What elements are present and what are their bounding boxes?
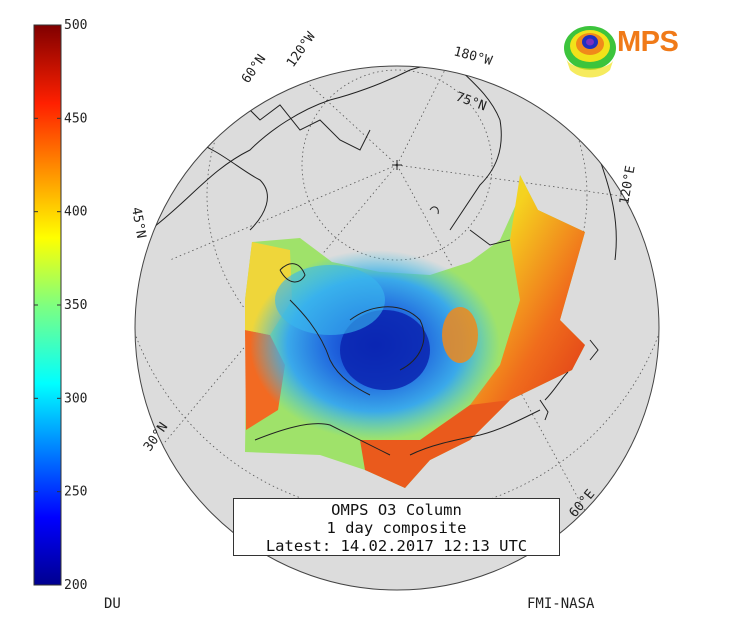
mps-logo-text: MPS [617,26,679,58]
colorbar: 500 450 400 350 300 250 200 [33,18,87,593]
coastlines [149,66,617,456]
map-globe: 60°N 120°W 180°W 75°N 120°E 45°N 30°N 60… [128,29,660,591]
colorbar-tick-label: 500 [64,18,87,33]
colorbar-tick-label: 200 [64,578,87,593]
unit-label: DU [104,596,121,612]
mps-logo-icon [564,26,616,78]
label-180w: 180°W [452,44,494,69]
credit-label: FMI-NASA [527,596,595,612]
label-45n: 45°N [128,206,148,239]
colorbar-tick-label: 400 [64,205,87,220]
colorbar-ramp [33,24,62,586]
title-line-composite: 1 day composite [326,519,467,537]
colorbar-tick-label: 300 [64,391,87,406]
colorbar-tick-label: 350 [64,298,87,313]
label-120w: 120°W [284,29,319,70]
label-60n: 60°N [239,52,269,86]
ozone-high-patch [442,307,478,363]
title-box: OMPS O3 Column 1 day composite Latest: 1… [233,498,560,556]
ozone-cyan-ring [275,265,385,335]
ozone-east-band [420,175,585,460]
title-line-timestamp: Latest: 14.02.2017 12:13 UTC [265,537,528,555]
ozone-south-band [360,400,510,488]
label-120e: 120°E [617,165,639,206]
north-pole-marker [392,160,402,170]
ozone-field [245,175,585,488]
colorbar-tick-label: 450 [64,111,87,126]
ozone-minimum [340,310,430,390]
title-line-product: OMPS O3 Column [331,501,462,519]
colorbar-tick-label: 250 [64,485,87,500]
